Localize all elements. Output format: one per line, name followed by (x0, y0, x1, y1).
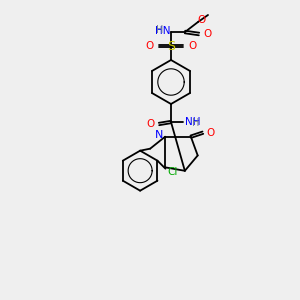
Text: O: O (197, 15, 205, 25)
Text: O: O (147, 119, 155, 129)
Text: HN: HN (154, 26, 170, 36)
Text: O: O (146, 41, 154, 51)
Text: NH: NH (185, 117, 200, 127)
Text: S: S (167, 40, 175, 52)
Text: H: H (156, 25, 163, 35)
Text: O: O (203, 29, 211, 39)
Text: Cl: Cl (167, 167, 178, 177)
Text: N: N (155, 130, 163, 140)
Text: O: O (207, 128, 215, 138)
Text: H: H (192, 118, 200, 128)
Text: O: O (188, 41, 196, 51)
